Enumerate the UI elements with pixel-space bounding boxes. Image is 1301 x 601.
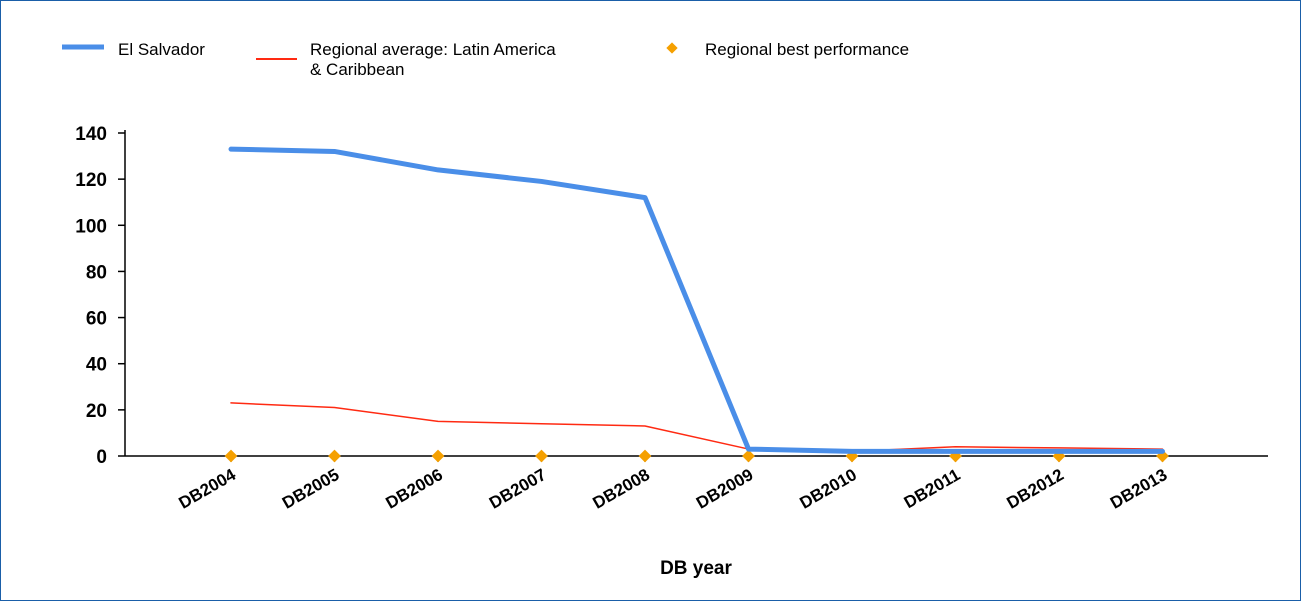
series-layer bbox=[224, 146, 1169, 463]
x-tick-label: DB2012 bbox=[1003, 465, 1067, 513]
series-line-regional-average-latin-america-caribbean bbox=[230, 402, 1164, 453]
legend: El Salvador Regional average: Latin Amer… bbox=[62, 40, 909, 79]
legend-label-regional-average-line2: & Caribbean bbox=[310, 60, 405, 79]
x-axis-label: DB year bbox=[660, 558, 732, 579]
x-tick-label: DB2013 bbox=[1107, 465, 1171, 513]
legend-label-el-salvador: El Salvador bbox=[118, 40, 205, 59]
legend-label-regional-average-line1: Regional average: Latin America bbox=[310, 40, 556, 59]
y-tick-label: 100 bbox=[75, 216, 107, 237]
y-ticks: 0 20 40 60 80 100 120 140 bbox=[75, 124, 125, 468]
y-tick-label: 20 bbox=[86, 401, 107, 422]
x-tick-label: DB2004 bbox=[175, 465, 239, 513]
legend-swatch-regional-best bbox=[666, 42, 678, 54]
y-tick-label: 60 bbox=[86, 309, 107, 330]
x-tick-label: DB2009 bbox=[693, 465, 757, 513]
x-tick-label: DB2010 bbox=[796, 465, 860, 513]
x-tick-label: DB2007 bbox=[486, 465, 550, 513]
y-tick-label: 120 bbox=[75, 170, 107, 191]
x-tick-label: DB2006 bbox=[382, 465, 446, 513]
x-tick-label: DB2011 bbox=[901, 465, 964, 512]
data-point-regional-best-performance bbox=[328, 449, 341, 463]
series-line-el-salvador bbox=[228, 146, 1165, 454]
y-tick-label: 80 bbox=[86, 262, 107, 283]
data-point-regional-best-performance bbox=[535, 449, 548, 463]
y-tick-label: 40 bbox=[86, 355, 107, 376]
axes bbox=[124, 130, 1268, 457]
x-ticks: DB2004 DB2005 DB2006 DB2007 DB2008 DB2009 DB20… bbox=[175, 456, 1171, 513]
data-point-regional-best-performance bbox=[224, 449, 238, 463]
y-tick-label: 140 bbox=[75, 124, 107, 145]
x-tick-label: DB2008 bbox=[589, 465, 653, 513]
legend-label-regional-best: Regional best performance bbox=[705, 40, 909, 59]
y-tick-label: 0 bbox=[96, 447, 107, 468]
data-point-regional-best-performance bbox=[431, 449, 445, 463]
x-tick-label: DB2005 bbox=[279, 465, 343, 513]
data-point-regional-best-performance bbox=[638, 449, 652, 463]
